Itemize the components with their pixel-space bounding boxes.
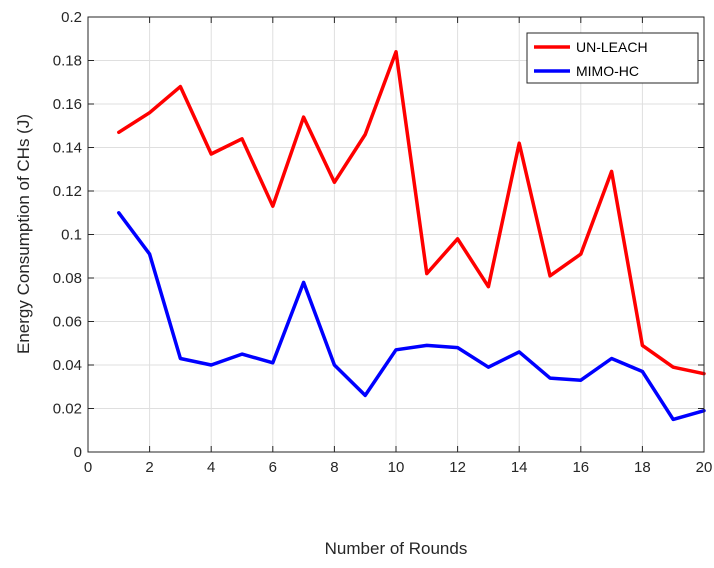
legend: UN-LEACH MIMO-HC <box>526 32 699 84</box>
y-tick-label: 0.2 <box>61 9 82 26</box>
legend-label: UN-LEACH <box>576 39 648 55</box>
series-line-un-leach <box>117 50 706 376</box>
x-tick-label: 6 <box>269 459 277 476</box>
x-tick-label: 4 <box>207 459 215 476</box>
series-layer <box>117 50 706 422</box>
x-tick-label: 2 <box>145 459 153 476</box>
series-line-mimo-hc <box>117 211 706 422</box>
ticks: 0 2 4 6 8 10 12 14 16 18 20 0 0.02 0.04 0.06 0.08 0.1 0.1… <box>53 9 713 476</box>
legend-label: MIMO-HC <box>576 63 639 79</box>
x-tick-label: 0 <box>84 459 92 476</box>
y-tick-label: 0.1 <box>61 227 82 244</box>
x-tick-label: 16 <box>572 459 589 476</box>
x-axis-label: Number of Rounds <box>325 539 468 558</box>
y-tick-label: 0.08 <box>53 270 82 287</box>
y-axis-label: Energy Consumption of CHs (J) <box>14 114 33 354</box>
y-tick-label: 0.14 <box>53 140 82 157</box>
x-tick-label: 18 <box>634 459 651 476</box>
y-tick-label: 0 <box>74 444 82 461</box>
y-tick-label: 0.16 <box>53 96 82 113</box>
x-tick-label: 10 <box>388 459 405 476</box>
y-tick-label: 0.02 <box>53 401 82 418</box>
legend-box <box>526 32 699 84</box>
x-tick-label: 20 <box>696 459 713 476</box>
y-tick-label: 0.04 <box>53 357 82 374</box>
x-tick-label: 14 <box>511 459 528 476</box>
x-tick-label: 8 <box>330 459 338 476</box>
y-tick-label: 0.18 <box>53 53 82 70</box>
y-tick-label: 0.12 <box>53 183 82 200</box>
x-tick-label: 12 <box>449 459 466 476</box>
y-tick-label: 0.06 <box>53 314 82 331</box>
